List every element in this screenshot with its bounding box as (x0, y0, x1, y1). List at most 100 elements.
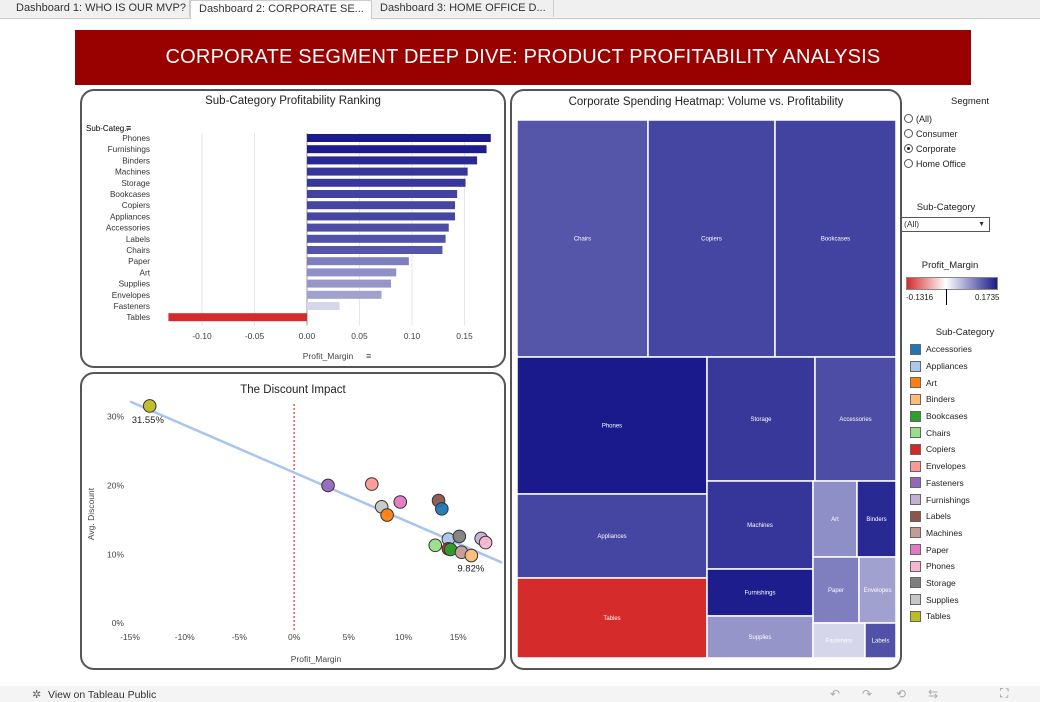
legend-item-accessories[interactable]: Accessories (910, 341, 972, 358)
scatter-point-accessories (435, 502, 449, 516)
bar-category-label: Supplies (119, 280, 150, 289)
segment-option-consumer[interactable]: Consumer (900, 126, 1040, 141)
filter-sidebar: Segment (All) Consumer Corporate Home Of… (900, 90, 1040, 622)
scatter-point-fasteners (321, 478, 335, 493)
scatter-x-tick: 5% (343, 632, 356, 642)
scatter-y-tick: 10% (107, 549, 124, 559)
scatter-panel: The Discount Impact -15% -10% -5% 0% 5% 10% 15… (80, 372, 506, 670)
tab-dashboard-2[interactable]: Dashboard 2: CORPORATE SE... (190, 0, 372, 19)
treemap-title: Corporate Spending Heatmap: Volume vs. P… (568, 96, 844, 108)
legend-item-bookcases[interactable]: Bookcases (910, 408, 972, 425)
subcategory-legend: Accessories Appliances Art Binders Bookcases… (910, 341, 972, 625)
bar-category-label: Envelopes (112, 291, 150, 300)
treemap-label: Paper (828, 588, 844, 594)
treemap-cell-paper (812, 556, 860, 624)
legend-item-fasteners[interactable]: Fasteners (910, 475, 972, 492)
dashboard-title-banner: CORPORATE SEGMENT DEEP DIVE: PRODUCT PRO… (75, 30, 971, 85)
scatter-x-tick: -10% (175, 632, 195, 642)
legend-item-storage[interactable]: Storage (910, 575, 972, 592)
treemap-cell-accessories (814, 356, 897, 482)
treemap-cell-envelopes (858, 556, 897, 624)
redo-icon[interactable]: ↷ (862, 687, 873, 701)
legend-swatch (910, 443, 921, 455)
bar-supplies (307, 279, 391, 288)
subcategory-dropdown[interactable]: (All) ▼ (900, 217, 990, 232)
legend-label: Binders (926, 394, 955, 405)
fullscreen-icon[interactable]: ⛶ (1000, 686, 1009, 700)
legend-label: Paper (926, 544, 949, 555)
treemap-label: Accessories (839, 417, 871, 423)
scatter-y-tick: 20% (107, 480, 124, 490)
bar-tables (168, 313, 307, 322)
undo-icon[interactable]: ↶ (830, 687, 841, 701)
bar-labels (307, 234, 446, 243)
legend-item-labels[interactable]: Labels (910, 508, 972, 525)
bar-category-label: Phones (122, 134, 150, 143)
segment-filter-label: Segment (950, 96, 990, 107)
scatter-point-envelopes (365, 477, 379, 491)
bar-category-label: Appliances (110, 212, 150, 221)
tableau-logo-icon: ✲ (32, 689, 42, 701)
share-icon[interactable]: ⇆ (928, 687, 939, 701)
legend-item-machines[interactable]: Machines (910, 525, 972, 542)
bar-phones (307, 134, 491, 142)
dropdown-arrow-icon: ▼ (978, 221, 985, 228)
legend-item-paper[interactable]: Paper (910, 541, 972, 558)
legend-label: Tables (926, 611, 951, 622)
sort-icon: ≡ (126, 123, 131, 133)
treemap-label: Art (831, 517, 839, 523)
view-on-tableau-link[interactable]: View on Tableau Public (48, 689, 157, 701)
bar-furnishings (307, 145, 487, 154)
revert-icon[interactable]: ⟲ (896, 687, 907, 701)
legend-item-chairs[interactable]: Chairs (910, 424, 972, 441)
bar-paper (307, 257, 409, 266)
treemap-label: Chairs (574, 237, 591, 243)
legend-item-tables[interactable]: Tables (910, 608, 972, 625)
legend-swatch (910, 494, 921, 506)
legend-swatch (910, 610, 921, 622)
bar-art (307, 268, 397, 277)
color-legend-title: Profit_Margin (921, 260, 979, 271)
legend-swatch (910, 343, 921, 355)
treemap-label: Machines (747, 523, 773, 529)
segment-option-corporate[interactable]: Corporate (900, 141, 1040, 156)
segment-option-all[interactable]: (All) (900, 111, 1040, 126)
radio-icon (904, 159, 913, 168)
legend-swatch (910, 360, 921, 372)
bar-category-label: Accessories (106, 224, 150, 233)
treemap-label: Binders (866, 517, 886, 523)
legend-item-copiers[interactable]: Copiers (910, 441, 972, 458)
legend-item-binders[interactable]: Binders (910, 391, 972, 408)
option-label: Home Office (916, 158, 966, 169)
treemap-chart: Chairs Copiers Bookcases Phones Storage Acces… (516, 119, 897, 659)
scatter-x-axis-label: Profit_Margin (291, 654, 342, 664)
bar-appliances (307, 212, 456, 221)
treemap-label: Storage (750, 417, 772, 423)
tab-dashboard-3[interactable]: Dashboard 3: HOME OFFICE D... (372, 0, 554, 17)
bar-chart-title: Sub-Category Profitability Ranking (205, 95, 381, 107)
legend-swatch (910, 393, 921, 405)
legend-label: Copiers (926, 444, 956, 455)
legend-item-furnishings[interactable]: Furnishings (910, 491, 972, 508)
radio-icon (904, 114, 913, 123)
scatter-y-axis-label: Avg. Discount (86, 487, 96, 540)
legend-label: Chairs (926, 427, 951, 438)
bar-x-tick: 0.10 (404, 331, 421, 341)
segment-option-home-office[interactable]: Home Office (900, 156, 1040, 171)
bar-category-label: Furnishings (108, 145, 150, 154)
legend-item-supplies[interactable]: Supplies (910, 591, 972, 608)
scatter-point-paper (393, 495, 408, 509)
treemap-label: Bookcases (821, 237, 850, 243)
bar-envelopes (307, 290, 382, 299)
legend-item-appliances[interactable]: Appliances (910, 358, 972, 375)
treemap-cell-binders (856, 480, 897, 558)
scatter-point-binders (464, 548, 479, 563)
bar-chart: Sub-Categ..≡-0.10 -0.05 0.00 0.05 0.10 0.15Pr… (86, 123, 491, 361)
legend-item-envelopes[interactable]: Envelopes (910, 458, 972, 475)
tab-dashboard-1[interactable]: Dashboard 1: WHO IS OUR MVP? (8, 0, 190, 17)
bar-x-tick: 0.15 (456, 331, 473, 341)
scatter-point-phones (478, 535, 493, 550)
legend-item-art[interactable]: Art (910, 374, 972, 391)
scatter-y-tick: 30% (107, 412, 124, 422)
legend-item-phones[interactable]: Phones (910, 558, 972, 575)
